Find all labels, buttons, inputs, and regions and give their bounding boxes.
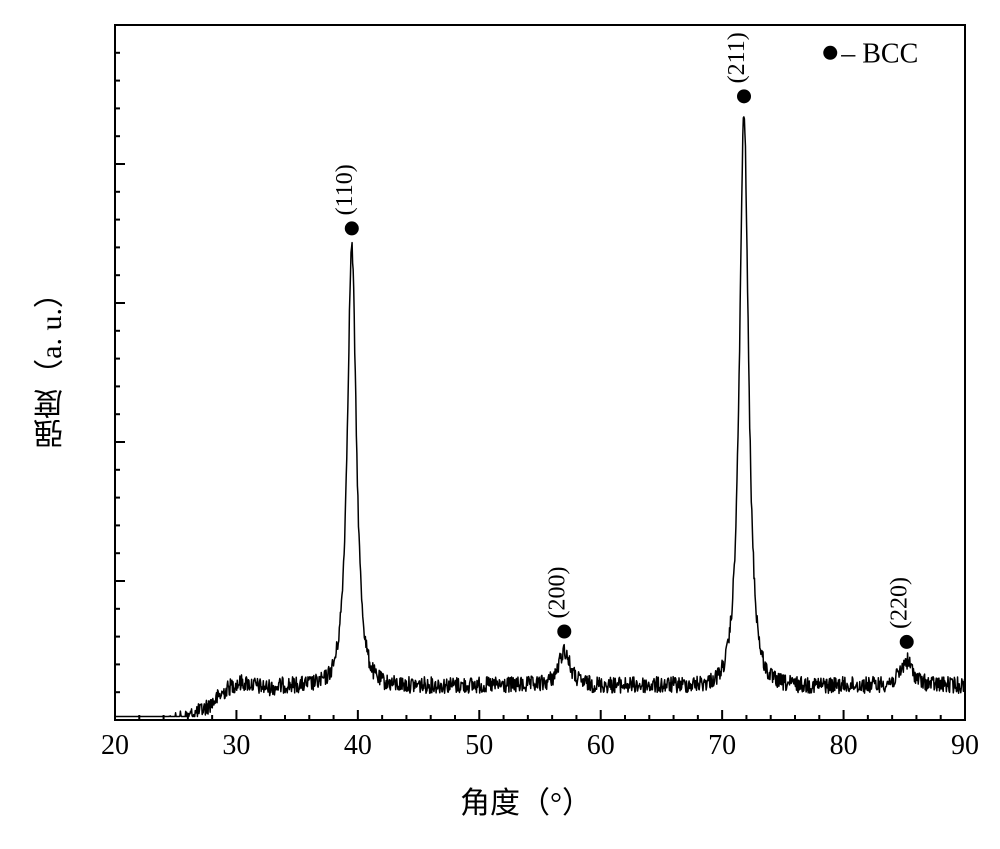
x-axis-label: 角度（°） bbox=[460, 778, 592, 822]
x-tick-label: 30 bbox=[222, 730, 250, 761]
x-tick-label: 40 bbox=[344, 730, 372, 761]
x-tick-label: 50 bbox=[465, 730, 493, 761]
legend-text: – BCC bbox=[840, 39, 918, 70]
chart-container: 20 30 40 50 60 70 80 90 (110) (200) (211) (220) – BC… bbox=[0, 0, 1000, 849]
y-axis-label: 强度（a. u.） bbox=[30, 278, 74, 449]
peak-label: (211) bbox=[724, 32, 750, 83]
peak-label: (200) bbox=[544, 567, 570, 619]
x-tick-label: 60 bbox=[587, 730, 615, 761]
peak-marker-icon bbox=[345, 221, 359, 235]
peak-marker-icon bbox=[557, 625, 571, 639]
x-tick-label: 70 bbox=[708, 730, 736, 761]
x-tick-label: 90 bbox=[951, 730, 979, 761]
peak-marker-icon bbox=[737, 89, 751, 103]
peak-marker-icon bbox=[900, 635, 914, 649]
x-tick-label: 20 bbox=[101, 730, 129, 761]
legend-marker-icon bbox=[823, 46, 837, 60]
x-tick-label: 80 bbox=[830, 730, 858, 761]
peak-label: (110) bbox=[332, 164, 358, 215]
chart-svg: 20 30 40 50 60 70 80 90 (110) (200) (211) (220) – BC… bbox=[0, 0, 1000, 849]
plot-frame bbox=[115, 25, 965, 720]
peak-label: (220) bbox=[887, 577, 913, 629]
xrd-spectrum bbox=[115, 117, 965, 717]
